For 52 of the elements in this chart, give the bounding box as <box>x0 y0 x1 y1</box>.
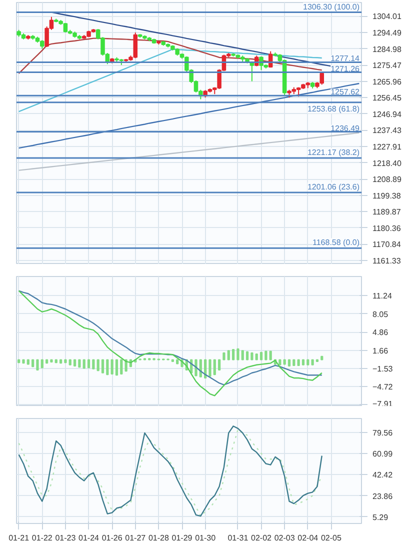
y-tick-label: 4.86 <box>372 328 389 338</box>
x-tick-label: 01-29 <box>172 534 193 542</box>
ref-line-label: 1253.68 (61.8) <box>307 104 360 114</box>
ref-line-label: 1277.14 <box>330 54 360 64</box>
x-tick-label: 02-02 <box>251 534 272 542</box>
y-tick-label: 1199.38 <box>372 191 402 200</box>
y-tick-label: 11.24 <box>372 292 392 301</box>
ref-line-label: 1236.49 <box>330 124 360 133</box>
ref-line-label: 1306.30 (100.0) <box>303 2 360 12</box>
x-tick-label: 01-22 <box>32 534 53 542</box>
y-tick-label: 1.66 <box>372 346 389 356</box>
ref-line-label: 1257.62 <box>330 88 360 97</box>
y-tick-label: 1275.47 <box>372 61 402 70</box>
y-tick-label: 1161.33 <box>372 256 402 266</box>
x-tick-label: 01-24 <box>78 534 100 542</box>
x-tick-label: 01-27 <box>125 534 146 542</box>
y-tick-label: 1237.43 <box>372 126 402 136</box>
y-tick-label: 1246.94 <box>372 110 402 119</box>
y-tick-label: 42.42 <box>372 470 394 480</box>
y-tick-label: 5.29 <box>372 512 389 522</box>
y-tick-label: 1284.98 <box>372 44 402 54</box>
x-tick-label: 01-21 <box>8 534 30 542</box>
ref-line-label: 1168.58 (0.0) <box>312 238 360 248</box>
line-series <box>18 132 360 171</box>
x-tick-label: 01-26 <box>102 534 123 542</box>
y-tick-label: 1189.87 <box>372 208 402 217</box>
y-tick-label: 1256.45 <box>372 94 402 103</box>
x-tick-label: 01-28 <box>148 534 170 542</box>
y-tick-label: 1218.40 <box>372 158 402 168</box>
y-tick-label: −1.53 <box>372 364 394 374</box>
y-tick-label: 1304.01 <box>372 12 402 22</box>
x-tick-label: 01-30 <box>195 534 216 542</box>
y-tick-label: 1208.89 <box>372 175 402 184</box>
ref-line-label: 1271.26 <box>330 64 360 74</box>
x-tick-label: 01-31 <box>228 534 249 542</box>
y-tick-label: 60.99 <box>372 449 394 458</box>
y-tick-label: 1294.49 <box>372 28 402 38</box>
line-series <box>18 82 360 149</box>
y-tick-label: 8.05 <box>372 310 389 319</box>
y-tick-label: 23.86 <box>372 492 394 501</box>
ref-line-label: 1201.06 (23.6) <box>307 182 360 192</box>
ref-line-label: 1221.17 (38.2) <box>307 148 360 158</box>
x-tick-label: 02-05 <box>320 534 342 542</box>
y-tick-label: 1265.96 <box>372 77 402 86</box>
y-tick-label: −4.72 <box>372 382 394 392</box>
x-tick-label: 02-03 <box>274 534 296 542</box>
x-tick-label: 01-23 <box>55 534 76 542</box>
y-tick-label: 1170.84 <box>372 240 402 250</box>
y-tick-label: 79.56 <box>372 428 394 438</box>
x-tick-label: 02-04 <box>298 534 319 542</box>
y-tick-label: 1180.36 <box>372 224 402 233</box>
y-tick-label: 1227.91 <box>372 142 402 152</box>
